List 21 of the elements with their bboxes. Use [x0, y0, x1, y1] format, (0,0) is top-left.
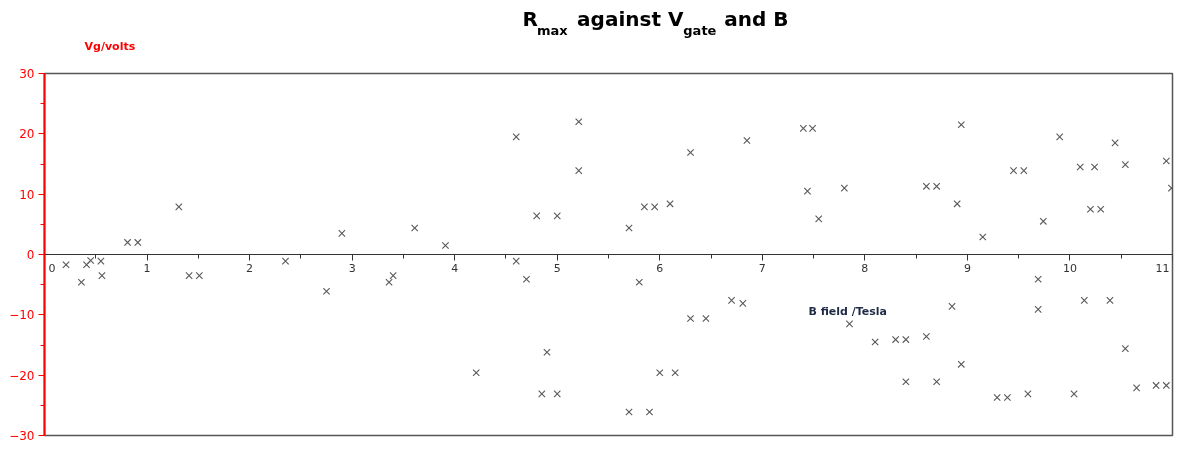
x-tick-label: 8	[861, 261, 869, 275]
y-axis-title: Vg/volts	[84, 39, 136, 53]
y-tick-label: −30	[9, 429, 35, 443]
x-tick-label: 2	[246, 261, 254, 275]
x-tick-label: 1	[143, 261, 151, 275]
x-tick-label: 9	[963, 261, 971, 275]
y-tick-label: 10	[19, 187, 35, 202]
x-axis-title: B field /Tesla	[808, 305, 888, 319]
x-tick-label: 4	[451, 261, 459, 275]
y-tick-label: 30	[19, 67, 35, 81]
y-tick-label: 0	[26, 248, 35, 262]
x-tick-label: 11	[1155, 261, 1170, 275]
y-tick-label: −20	[9, 368, 35, 383]
y-tick-label: 20	[19, 127, 35, 142]
x-tick-label: 7	[758, 261, 766, 275]
x-tick-label: 6	[656, 261, 664, 275]
x-tick-label: 0	[48, 261, 56, 275]
x-tick-label: 3	[348, 261, 356, 275]
x-tick-label: 5	[553, 261, 561, 275]
x-tick-label: 10	[1062, 261, 1077, 275]
y-tick-label: −10	[9, 308, 35, 323]
